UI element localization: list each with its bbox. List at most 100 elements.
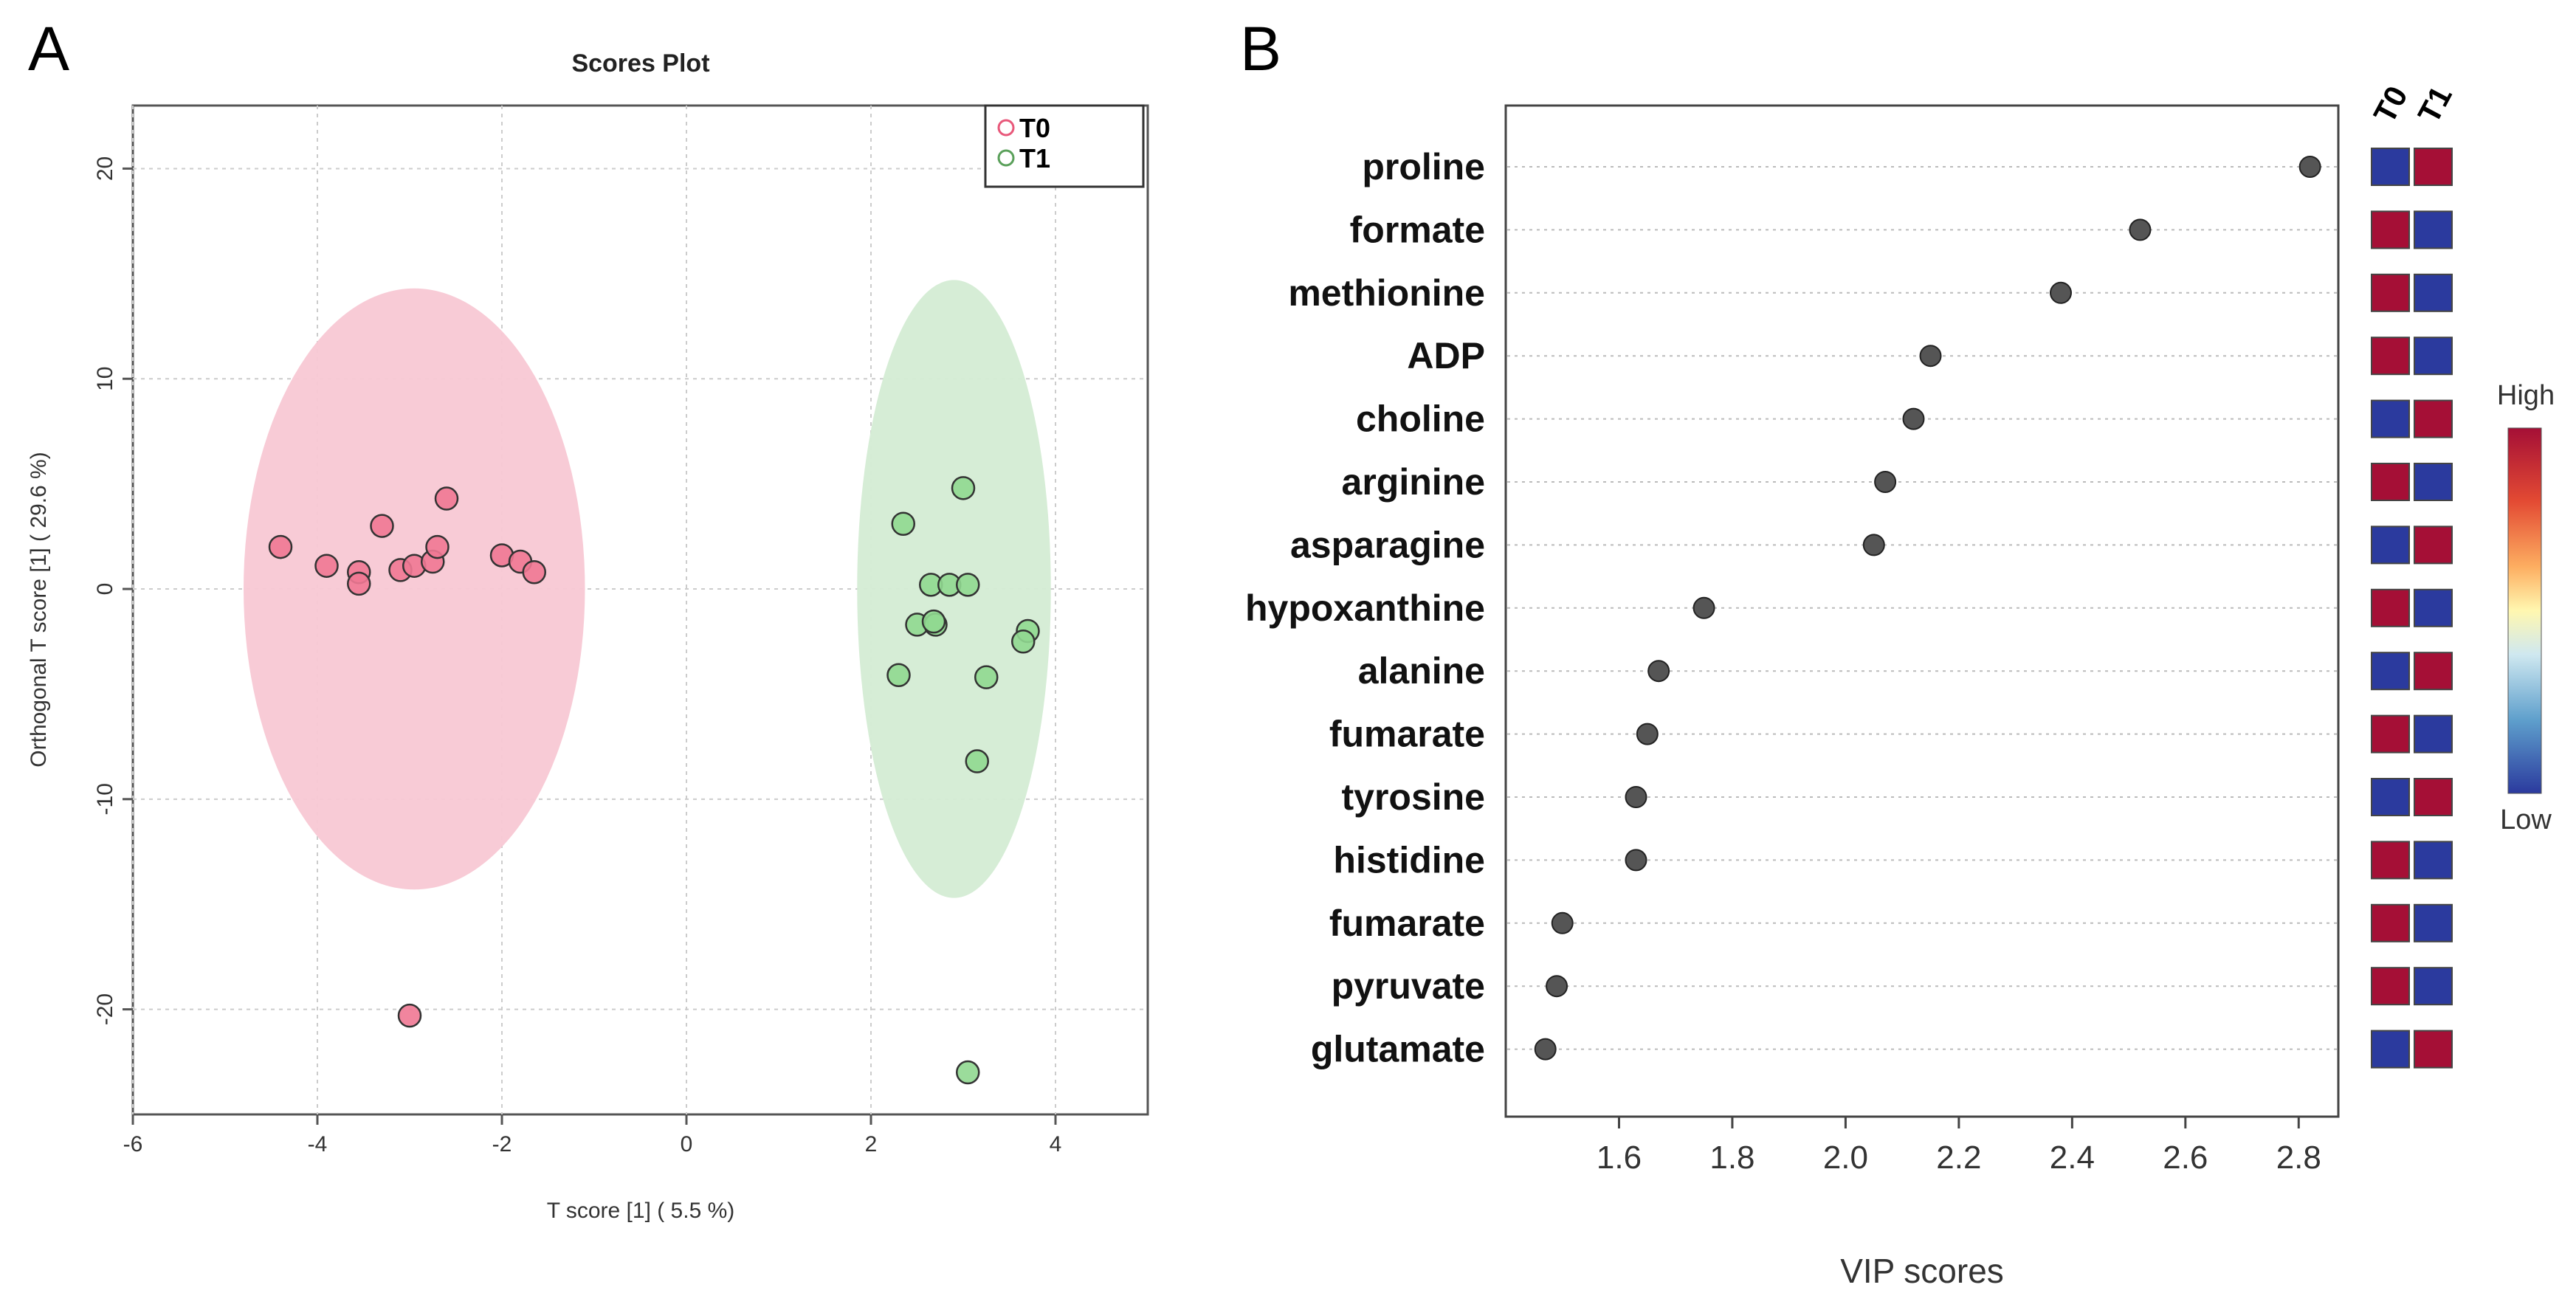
y-tick-label: -20	[93, 993, 117, 1025]
vip-tick-label: 2.0	[1823, 1140, 1868, 1176]
x-tick-label: 4	[1050, 1132, 1062, 1156]
y-tick-label: 20	[93, 156, 117, 181]
vip-tick-label: 1.6	[1597, 1140, 1642, 1176]
vip-point	[1902, 407, 1925, 430]
point-t1	[965, 749, 989, 773]
point-t0	[522, 559, 546, 585]
legend-box	[984, 104, 1145, 188]
vip-tick-label: 2.4	[2050, 1140, 2095, 1176]
score-points	[268, 476, 1040, 1085]
legend: T0 T1	[984, 104, 1145, 188]
heatmap-cell-t0	[2371, 210, 2410, 249]
vip-tick-label: 2.6	[2163, 1140, 2208, 1176]
metabolite-label: asparagine	[1290, 524, 1485, 565]
vip-point	[1534, 1038, 1557, 1061]
metabolite-label: arginine	[1342, 461, 1485, 503]
heatmap-cell-t0	[2371, 148, 2410, 186]
heatmap-cell-t0	[2371, 588, 2410, 627]
heatmap-cell-t1	[2414, 273, 2453, 312]
point-t0	[425, 534, 450, 559]
heatmap-cell-t1	[2414, 1030, 2453, 1069]
legend-label-t0: T0	[1019, 113, 1050, 143]
point-t1	[956, 573, 980, 597]
legend-marker-t1	[997, 149, 1015, 167]
heatmap-cell-t1	[2414, 714, 2453, 754]
point-t1	[891, 511, 915, 536]
point-t1	[921, 609, 946, 634]
point-t0	[314, 554, 339, 578]
legend-label-t1: T1	[1019, 143, 1050, 173]
y-tick-label: -10	[93, 783, 117, 815]
heatmap-cell-t1	[2414, 399, 2453, 438]
metabolite-label: glutamate	[1311, 1029, 1485, 1070]
metabolite-label: pyruvate	[1332, 965, 1485, 1007]
x-tick-label: 0	[681, 1132, 693, 1156]
metabolite-label: histidine	[1333, 839, 1485, 880]
vip-point	[1636, 723, 1659, 745]
point-t0	[434, 486, 459, 511]
heatmap-cell-t1	[2414, 778, 2453, 816]
heatmap-col-t1: T1	[2411, 80, 2459, 128]
heatmap-cell-t0	[2371, 525, 2410, 565]
vip-plot-frame	[1504, 104, 2340, 1118]
heatmap-cell-t0	[2371, 967, 2410, 1006]
vip-point	[1874, 471, 1897, 493]
vip-x-ticks: 1.6 1.8 2.0 2.2 2.4 2.6 2.8	[1597, 1117, 2321, 1176]
vip-point	[2129, 218, 2152, 241]
point-t0	[268, 534, 293, 559]
metabolite-label: alanine	[1358, 650, 1485, 692]
heatmap-cell-t0	[2371, 1030, 2410, 1069]
colorbar-high-label: High	[2497, 380, 2555, 411]
point-t0	[370, 514, 394, 538]
y-tick-label: 0	[93, 583, 117, 596]
heatmap-cell-t1	[2414, 463, 2453, 501]
point-t0	[347, 571, 371, 596]
scores-plot-title: Scores Plot	[571, 49, 709, 77]
metabolite-label: hypoxanthine	[1245, 587, 1485, 629]
metabolite-label: methionine	[1288, 272, 1485, 314]
heatmap-cell-t1	[2414, 652, 2453, 691]
point-t1	[951, 476, 976, 500]
y-axis-label: Orthogonal T score [1] ( 29.6 %)	[27, 452, 51, 767]
point-t1	[1011, 629, 1036, 654]
heatmap-col-t0: T0	[2366, 80, 2414, 128]
vip-point	[1551, 911, 1574, 934]
vip-point	[1862, 534, 1885, 556]
metabolite-label: proline	[1362, 146, 1485, 187]
vip-tick-label: 2.2	[1936, 1140, 1981, 1176]
colorbar-low-label: Low	[2500, 804, 2552, 835]
x-tick-label: -6	[123, 1132, 143, 1156]
metabolite-label: fumarate	[1329, 714, 1485, 755]
heatmap-cell-t0	[2371, 399, 2410, 438]
vip-point	[2050, 281, 2072, 304]
heatmap: T0 T1	[2366, 80, 2459, 1069]
vip-point	[1546, 975, 1568, 998]
heatmap-cell-t0	[2371, 463, 2410, 501]
point-t0	[397, 1003, 422, 1028]
heatmap-cell-t0	[2371, 273, 2410, 312]
vip-point	[1647, 660, 1670, 683]
metabolite-label: ADP	[1407, 335, 1485, 376]
colorbar: High Low	[2497, 380, 2555, 835]
metabolite-label: formate	[1350, 209, 1485, 250]
heatmap-cell-t0	[2371, 778, 2410, 816]
legend-marker-t0	[997, 119, 1015, 137]
vip-point	[1919, 345, 1942, 368]
ellipse-t0	[244, 288, 585, 890]
heatmap-cell-t0	[2371, 652, 2410, 691]
x-tick-label: -4	[308, 1132, 328, 1156]
vip-rows: proline formate methionine ADP choline argini…	[1245, 146, 2337, 1070]
vip-axis-label: VIP scores	[1840, 1252, 2004, 1290]
vip-point	[1692, 596, 1715, 619]
x-tick-label: 2	[865, 1132, 878, 1156]
vip-plot: proline formate methionine ADP choline argini…	[1245, 80, 2555, 1290]
heatmap-cell-t1	[2414, 210, 2453, 249]
heatmap-cell-t1	[2414, 588, 2453, 627]
vip-point	[1625, 786, 1647, 808]
heatmap-cell-t0	[2371, 841, 2410, 880]
x-axis-label: T score [1] ( 5.5 %)	[547, 1199, 735, 1223]
vip-point	[2298, 156, 2321, 178]
x-tick-label: -2	[492, 1132, 512, 1156]
